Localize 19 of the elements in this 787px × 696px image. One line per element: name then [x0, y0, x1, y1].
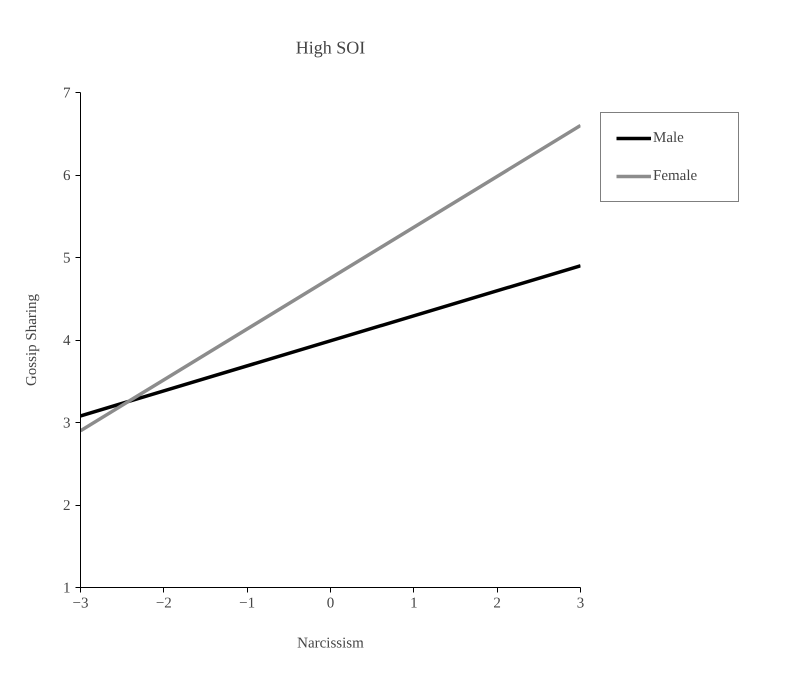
y-axis-title: Gossip Sharing — [24, 293, 40, 386]
y-tick-label: 7 — [63, 86, 71, 102]
x-tick-label: −3 — [72, 596, 88, 612]
x-tick-label: 0 — [326, 596, 334, 612]
legend-label: Male — [653, 130, 685, 146]
x-tick-label: 2 — [493, 596, 501, 612]
y-tick-label: 5 — [63, 250, 70, 266]
y-tick-label: 2 — [63, 498, 70, 514]
legend-label: Female — [653, 168, 698, 184]
x-tick-label: 1 — [410, 596, 418, 612]
y-tick-label: 4 — [63, 333, 71, 349]
x-axis-title: Narcissism — [297, 636, 364, 652]
x-tick-label: −1 — [239, 596, 256, 612]
x-tick-label: 3 — [576, 596, 584, 612]
y-tick-label: 6 — [63, 168, 71, 184]
x-tick-label: −2 — [156, 596, 172, 612]
y-tick-label: 1 — [63, 580, 70, 596]
chart-title: High SOI — [296, 38, 366, 58]
y-tick-label: 3 — [63, 416, 70, 432]
